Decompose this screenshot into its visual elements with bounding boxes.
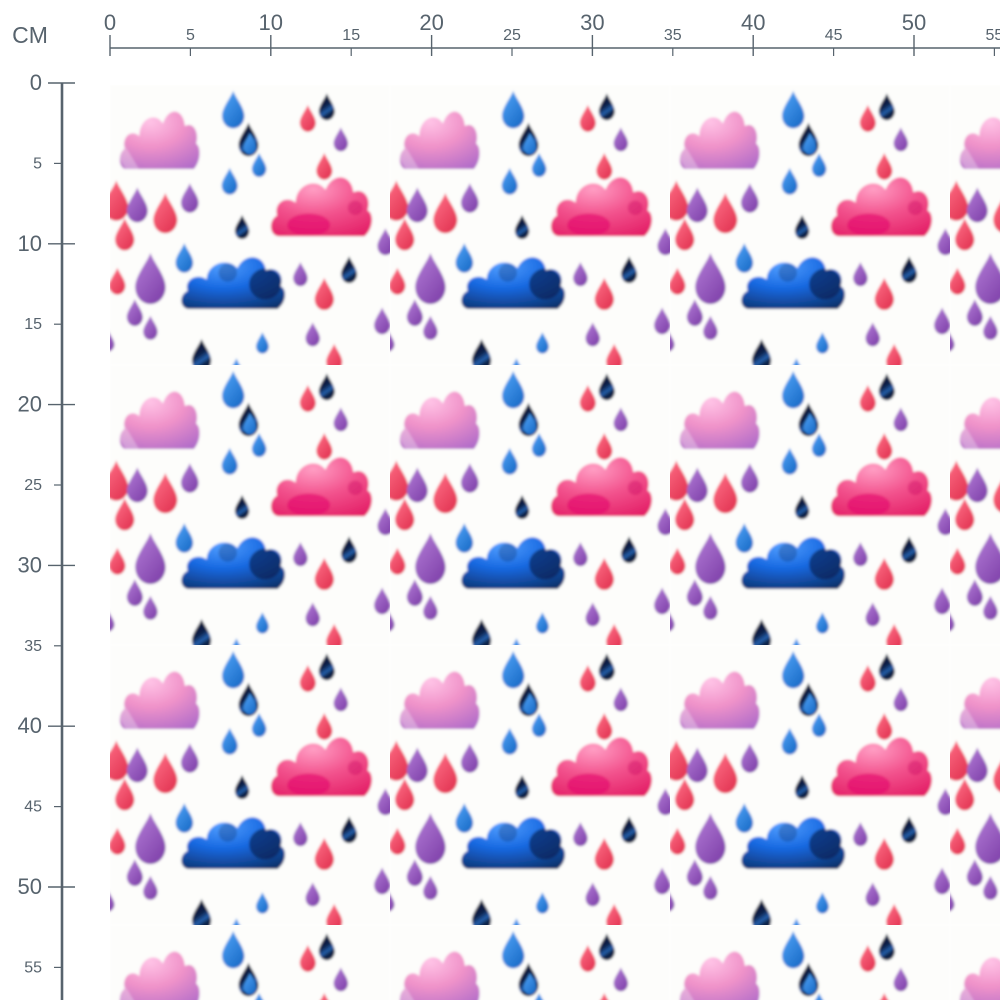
svg-text:5: 5	[186, 27, 195, 44]
svg-text:55: 55	[986, 27, 1000, 44]
svg-text:20: 20	[419, 10, 443, 35]
svg-text:0: 0	[30, 70, 42, 95]
svg-text:45: 45	[825, 27, 843, 44]
svg-text:30: 30	[580, 10, 604, 35]
svg-text:10: 10	[259, 10, 283, 35]
svg-text:15: 15	[342, 27, 360, 44]
svg-text:25: 25	[24, 477, 42, 494]
svg-text:35: 35	[664, 27, 682, 44]
svg-text:30: 30	[18, 552, 42, 577]
svg-text:0: 0	[104, 10, 116, 35]
svg-text:20: 20	[18, 392, 42, 417]
svg-text:15: 15	[24, 316, 42, 333]
svg-text:35: 35	[24, 638, 42, 655]
svg-text:5: 5	[33, 155, 42, 172]
svg-text:50: 50	[18, 874, 42, 899]
svg-text:CM: CM	[12, 22, 48, 48]
svg-text:45: 45	[24, 799, 42, 816]
svg-text:55: 55	[24, 959, 42, 976]
svg-text:25: 25	[503, 27, 521, 44]
svg-text:50: 50	[902, 10, 926, 35]
svg-text:40: 40	[741, 10, 765, 35]
svg-text:10: 10	[18, 231, 42, 256]
svg-text:40: 40	[18, 713, 42, 738]
